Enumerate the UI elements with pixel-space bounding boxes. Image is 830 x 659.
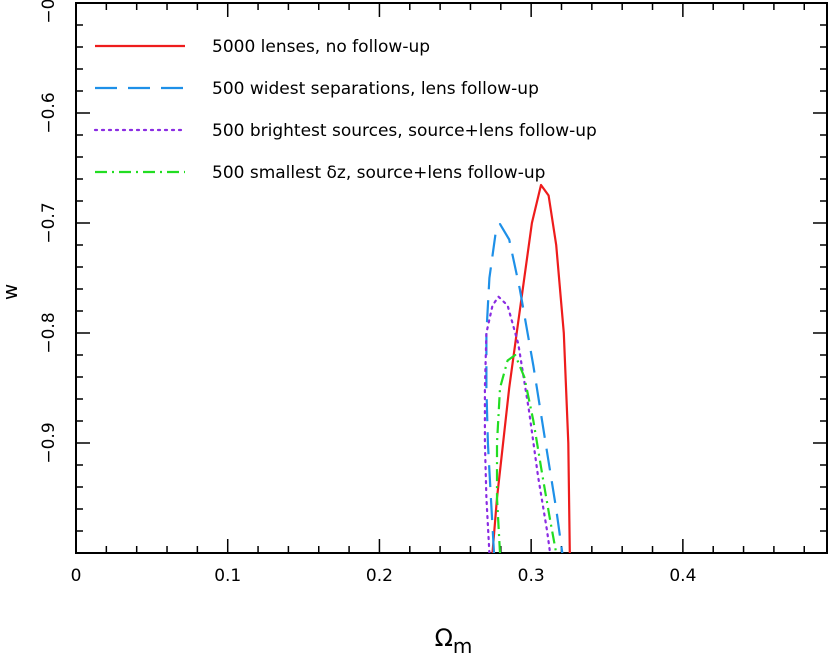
axis-ticks: 0 0.1 0.2 0.3 0.4 −0.5 −0.6 −0.7 −0.8 −0.9 [39,0,827,586]
legend-label-3: 500 brightest sources, source+lens follo… [212,121,597,141]
y-tick-label: −0.9 [39,422,59,463]
legend-label-4: 500 smallest δz, source+lens follow-up [212,163,545,183]
series-line-1 [491,183,571,553]
axis-titles: Ωm w [0,284,472,658]
series-line-3 [483,295,552,553]
x-tick-label: 0 [71,566,82,586]
y-axis-title: w [0,284,22,300]
x-tick-label: 0.4 [669,566,696,586]
legend-label-1: 5000 lenses, no follow-up [212,37,430,57]
x-axis-title: Ωm [435,624,473,658]
series-layer [483,183,571,553]
x-tick-label: 0.3 [518,566,545,586]
series-line-2 [485,223,564,553]
x-tick-label: 0.1 [214,566,241,586]
y-tick-label: −0.8 [39,312,59,353]
legend-label-2: 500 widest separations, lens follow-up [212,79,539,99]
series-line-4 [495,353,558,553]
plot-frame [75,2,828,554]
y-tick-label: −0.7 [39,202,59,243]
y-tick-label: −0.6 [39,92,59,133]
y-tick-label: −0.5 [39,0,59,24]
legend: 5000 lenses, no follow-up 500 widest sepa… [93,37,597,183]
x-tick-label: 0.2 [366,566,393,586]
